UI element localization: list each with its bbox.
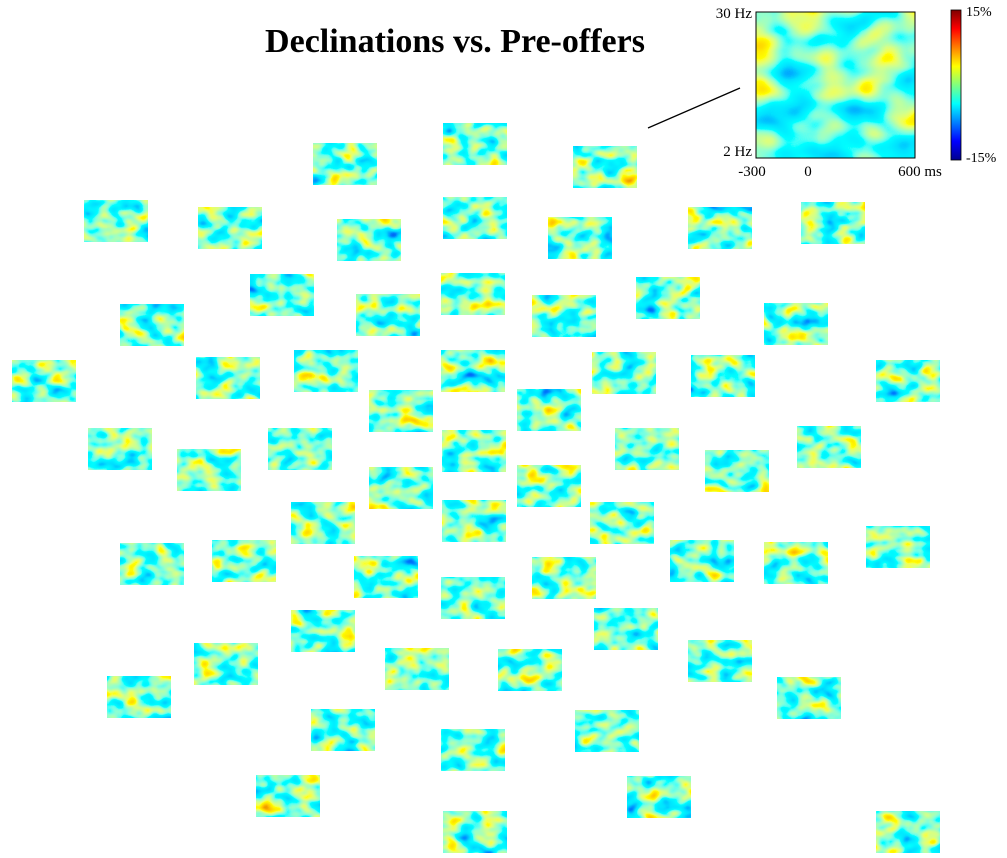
tile bbox=[573, 146, 637, 188]
inset bbox=[756, 12, 915, 158]
tile bbox=[291, 610, 355, 652]
tile bbox=[88, 428, 152, 470]
tile bbox=[688, 207, 752, 249]
tile bbox=[590, 502, 654, 544]
tile bbox=[575, 710, 639, 752]
tile bbox=[385, 648, 449, 690]
tile bbox=[120, 304, 184, 346]
tile bbox=[517, 389, 581, 431]
tile bbox=[670, 540, 734, 582]
tile bbox=[777, 677, 841, 719]
inset-y-label: 30 Hz bbox=[716, 6, 753, 22]
tile bbox=[636, 277, 700, 319]
title: Declinations vs. Pre-offers bbox=[265, 23, 645, 60]
tile bbox=[441, 729, 505, 771]
colorbar-label: -15% bbox=[966, 151, 997, 166]
tile bbox=[876, 811, 940, 853]
tile bbox=[498, 649, 562, 691]
inset-frame bbox=[755, 11, 916, 159]
tile bbox=[442, 430, 506, 472]
tile bbox=[196, 357, 260, 399]
connector bbox=[647, 87, 741, 129]
tile bbox=[691, 355, 755, 397]
tile bbox=[594, 608, 658, 650]
tile bbox=[177, 449, 241, 491]
tile bbox=[441, 350, 505, 392]
tile bbox=[532, 295, 596, 337]
inset-x-label: 600 ms bbox=[898, 164, 942, 180]
tile bbox=[443, 197, 507, 239]
tile bbox=[194, 643, 258, 685]
tile bbox=[311, 709, 375, 751]
tile bbox=[443, 811, 507, 853]
tile bbox=[268, 428, 332, 470]
tile bbox=[876, 360, 940, 402]
tile bbox=[532, 557, 596, 599]
inset-y-label: 2 Hz bbox=[723, 144, 752, 160]
tile bbox=[294, 350, 358, 392]
tile bbox=[369, 467, 433, 509]
tile bbox=[442, 500, 506, 542]
tile bbox=[256, 775, 320, 817]
inset-x-label: 0 bbox=[804, 164, 812, 180]
tile bbox=[250, 274, 314, 316]
tile bbox=[627, 776, 691, 818]
tile bbox=[548, 217, 612, 259]
tile bbox=[291, 502, 355, 544]
inset-map bbox=[756, 12, 915, 158]
inset-x-label: -300 bbox=[738, 164, 766, 180]
tile bbox=[84, 200, 148, 242]
tile bbox=[337, 219, 401, 261]
tile bbox=[313, 143, 377, 185]
tile bbox=[592, 352, 656, 394]
tile bbox=[198, 207, 262, 249]
tile bbox=[764, 303, 828, 345]
tile bbox=[688, 640, 752, 682]
tile bbox=[866, 526, 930, 568]
tile bbox=[441, 273, 505, 315]
tile bbox=[517, 465, 581, 507]
tile bbox=[356, 294, 420, 336]
tile bbox=[705, 450, 769, 492]
tile bbox=[443, 123, 507, 165]
colorbar-label: 15% bbox=[966, 5, 992, 20]
tile bbox=[797, 426, 861, 468]
tile bbox=[120, 543, 184, 585]
tile bbox=[764, 542, 828, 584]
tile bbox=[615, 428, 679, 470]
colorbar bbox=[950, 9, 962, 161]
tile bbox=[801, 202, 865, 244]
tile-grid bbox=[12, 123, 940, 853]
tile bbox=[107, 676, 171, 718]
tile bbox=[441, 577, 505, 619]
tile bbox=[354, 556, 418, 598]
tile bbox=[369, 390, 433, 432]
tile bbox=[12, 360, 76, 402]
tile bbox=[212, 540, 276, 582]
